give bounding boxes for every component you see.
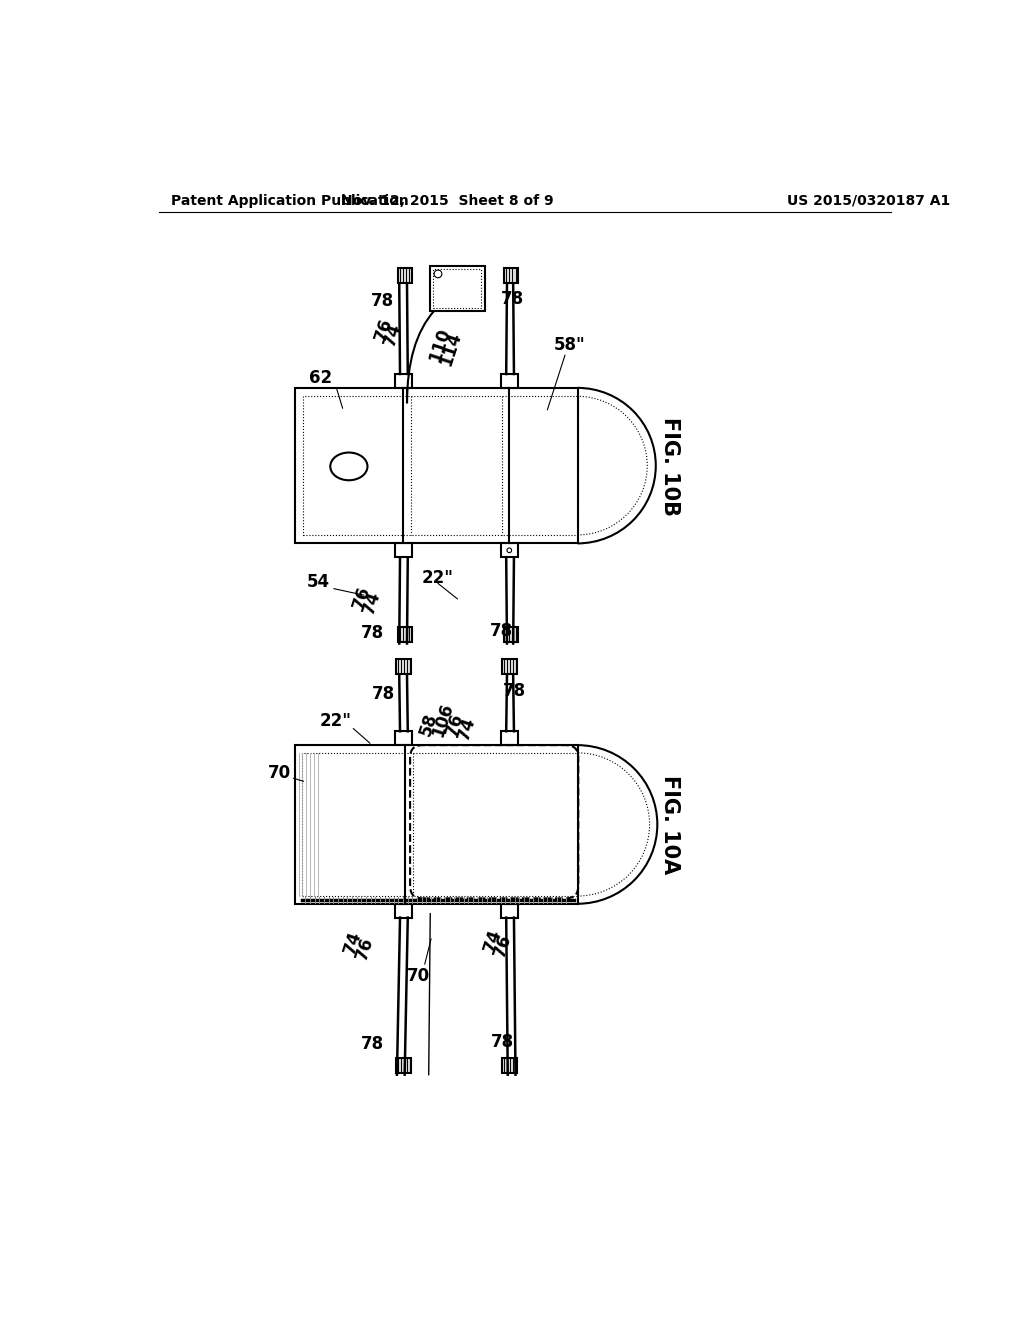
Bar — [302, 752, 578, 896]
Text: 74: 74 — [360, 589, 384, 616]
Text: 78: 78 — [371, 292, 394, 310]
Bar — [394, 374, 412, 388]
Text: 62: 62 — [308, 368, 332, 387]
Bar — [394, 544, 412, 557]
Text: 22": 22" — [422, 569, 454, 587]
Text: 78: 78 — [360, 1035, 384, 1053]
Text: 74: 74 — [381, 321, 406, 347]
Bar — [501, 731, 518, 744]
Bar — [295, 388, 578, 544]
Text: 76: 76 — [350, 583, 374, 611]
Bar — [503, 1057, 517, 1073]
Text: 70: 70 — [267, 764, 291, 781]
Bar — [501, 544, 518, 557]
Bar — [397, 627, 412, 642]
Text: 74: 74 — [455, 714, 479, 742]
Text: 78: 78 — [372, 685, 395, 702]
Bar — [503, 659, 517, 675]
Bar — [433, 269, 481, 308]
Text: US 2015/0320187 A1: US 2015/0320187 A1 — [786, 194, 950, 207]
Text: 58: 58 — [417, 710, 440, 738]
Bar — [501, 904, 518, 917]
Text: 54: 54 — [306, 573, 330, 591]
Text: 76: 76 — [352, 935, 377, 962]
Text: 114: 114 — [437, 330, 465, 368]
Bar — [295, 744, 578, 904]
Text: 76: 76 — [372, 315, 396, 343]
Bar — [504, 268, 518, 284]
Text: 74: 74 — [341, 928, 365, 956]
Text: 76: 76 — [490, 932, 515, 960]
Text: 78: 78 — [490, 1034, 514, 1051]
Bar — [394, 904, 412, 917]
Text: 58": 58" — [554, 335, 586, 354]
Text: 78: 78 — [360, 624, 384, 643]
Bar — [396, 1057, 411, 1073]
Bar — [397, 268, 412, 284]
Text: FIG. 10B: FIG. 10B — [660, 417, 681, 516]
Text: 78: 78 — [490, 622, 513, 640]
Bar — [430, 267, 484, 312]
Text: 22": 22" — [319, 711, 351, 730]
Text: 76: 76 — [443, 710, 467, 738]
Text: Nov. 12, 2015  Sheet 8 of 9: Nov. 12, 2015 Sheet 8 of 9 — [341, 194, 554, 207]
Text: 78: 78 — [501, 290, 524, 309]
Text: 70: 70 — [408, 968, 430, 985]
Text: 106: 106 — [429, 701, 457, 739]
Text: 74: 74 — [480, 927, 505, 954]
Bar — [504, 627, 518, 642]
Bar — [303, 396, 578, 535]
Bar — [394, 731, 412, 744]
Text: 110: 110 — [426, 326, 454, 364]
Bar — [501, 374, 518, 388]
Text: Patent Application Publication: Patent Application Publication — [171, 194, 409, 207]
Text: FIG. 10A: FIG. 10A — [660, 775, 681, 874]
Text: 78: 78 — [503, 682, 525, 700]
Bar — [396, 659, 411, 675]
